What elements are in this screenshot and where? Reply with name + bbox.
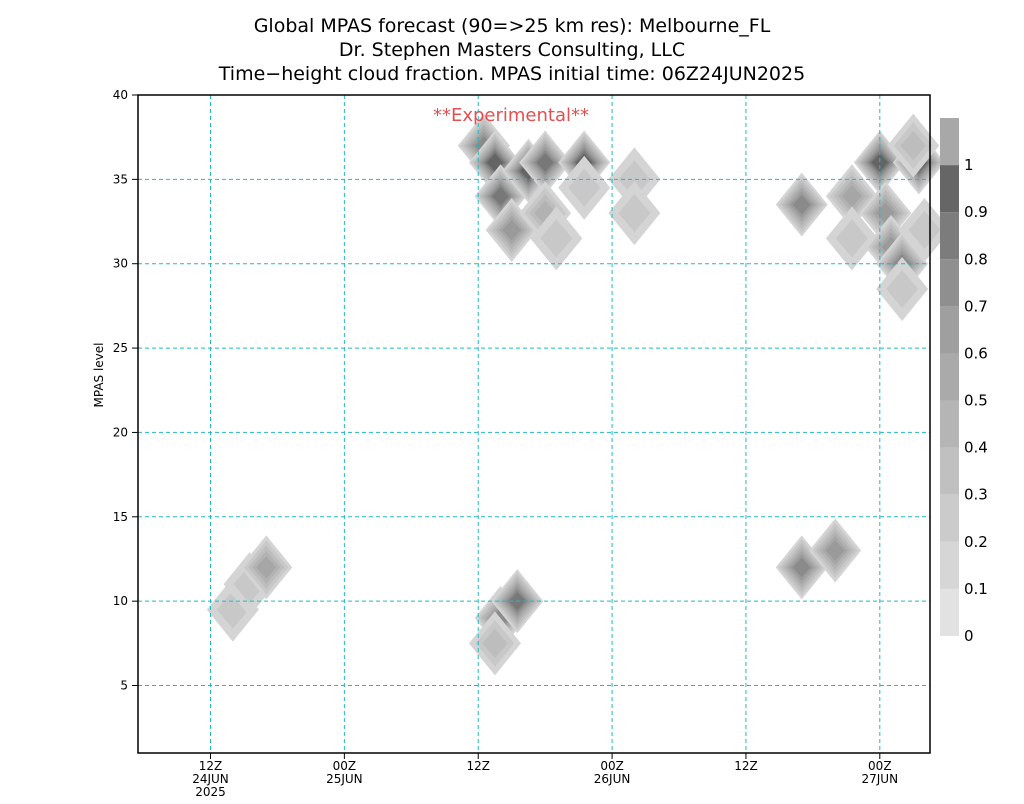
cloud-cell xyxy=(898,197,951,262)
chart-title: Global MPAS forecast (90=>25 km res): Me… xyxy=(218,15,805,85)
colorbar-swatch xyxy=(940,165,959,213)
colorbar-label: 0.8 xyxy=(964,250,988,268)
grid-lines xyxy=(138,95,930,753)
cloud-contour xyxy=(568,168,601,207)
colorbar-label: 0.6 xyxy=(964,344,988,362)
colorbar-label: 0.5 xyxy=(964,392,988,410)
cloud-contour xyxy=(540,219,573,258)
cloud-cell xyxy=(876,257,929,322)
colorbar-swatch xyxy=(940,306,959,354)
cloud-contour xyxy=(492,186,510,206)
cloud-cell xyxy=(608,147,661,212)
x-tick-label: 25JUN xyxy=(326,772,363,786)
cloud-cell xyxy=(825,164,878,229)
y-tick-label: 35 xyxy=(113,172,128,186)
cloud-contour xyxy=(618,194,651,233)
x-tick-label: 24JUN xyxy=(192,772,229,786)
cloud-cell xyxy=(887,113,940,178)
colorbar-label: 0.4 xyxy=(964,439,988,457)
y-tick-label: 30 xyxy=(113,257,128,271)
colorbar-swatch xyxy=(940,118,959,166)
x-tick-label: 27JUN xyxy=(862,772,899,786)
cloud-cell xyxy=(859,181,912,246)
y-axis-label: MPAS level xyxy=(92,343,106,408)
title-line-2: Dr. Stephen Masters Consulting, LLC xyxy=(339,39,685,61)
colorbar: 0 0.1 0.2 0.3 0.4 0.5 0.6 0.7 0.8 0.9 1 xyxy=(940,118,988,645)
x-tick-label: 12Z xyxy=(199,759,223,773)
colorbar-label: 0.9 xyxy=(964,203,988,221)
cloud-contour xyxy=(841,185,862,208)
y-tick-label: 25 xyxy=(113,341,128,355)
y-axis: 5 10 15 20 25 30 35 40 xyxy=(113,88,138,693)
title-line-1: Global MPAS forecast (90=>25 km res): Me… xyxy=(254,15,771,37)
y-tick-label: 10 xyxy=(113,594,128,608)
cloud-contour xyxy=(792,194,811,215)
cloud-contour xyxy=(482,628,508,658)
cloud-contour xyxy=(792,557,811,578)
cloud-cell xyxy=(558,155,611,220)
x-tick-label: 26JUN xyxy=(594,772,631,786)
colorbar-label: 0.2 xyxy=(964,533,988,551)
x-tick-label: 00Z xyxy=(333,759,357,773)
colorbar-swatch xyxy=(940,353,959,401)
cloud-fraction-field xyxy=(206,113,951,676)
colorbar-label: 0.7 xyxy=(964,297,988,315)
cloud-contour xyxy=(900,130,926,161)
colorbar-swatch xyxy=(940,494,959,542)
colorbar-swatch xyxy=(940,588,959,636)
cloud-cell xyxy=(530,206,583,271)
cloud-cell xyxy=(468,611,521,676)
cloud-contour xyxy=(491,608,510,628)
cloud-cell xyxy=(519,130,572,195)
y-tick-label: 20 xyxy=(113,425,128,439)
cloud-contour xyxy=(871,153,889,172)
colorbar-label: 0.1 xyxy=(964,580,988,598)
x-tick-label: 12Z xyxy=(734,759,758,773)
y-tick-label: 40 xyxy=(113,88,128,102)
y-tick-label: 15 xyxy=(113,510,128,524)
colorbar-label: 0.3 xyxy=(964,486,988,504)
x-tick-label: 12Z xyxy=(466,759,490,773)
cloud-contour xyxy=(256,556,277,579)
cloud-cell xyxy=(468,130,521,195)
experimental-watermark: **Experimental** xyxy=(433,105,589,126)
colorbar-swatch xyxy=(940,447,959,495)
cloud-cell xyxy=(608,181,661,246)
colorbar-swatch xyxy=(940,400,959,448)
cloud-contour xyxy=(908,210,941,249)
plot-frame xyxy=(137,94,931,754)
cloud-cell xyxy=(240,535,293,600)
cloud-contour xyxy=(536,153,554,172)
colorbar-swatch xyxy=(940,541,959,589)
y-tick-label: 5 xyxy=(120,679,128,693)
colorbar-swatch xyxy=(940,259,959,307)
colorbar-swatch xyxy=(940,212,959,260)
colorbar-label: 0 xyxy=(964,627,974,645)
cloud-contour xyxy=(502,219,522,241)
x-tick-label: 00Z xyxy=(868,759,892,773)
cloud-contour xyxy=(825,540,845,561)
x-tick-label: 2025 xyxy=(195,785,226,799)
cloud-cell xyxy=(825,206,878,271)
colorbar-label: 1 xyxy=(964,156,974,174)
cloud-contour xyxy=(835,219,868,258)
cloud-contour xyxy=(886,270,919,309)
title-line-3: Time−height cloud fraction. MPAS initial… xyxy=(218,63,805,85)
cloud-cell xyxy=(775,172,828,237)
cloud-cell xyxy=(809,518,862,583)
cloud-contour xyxy=(618,160,651,199)
x-tick-label: 00Z xyxy=(600,759,624,773)
